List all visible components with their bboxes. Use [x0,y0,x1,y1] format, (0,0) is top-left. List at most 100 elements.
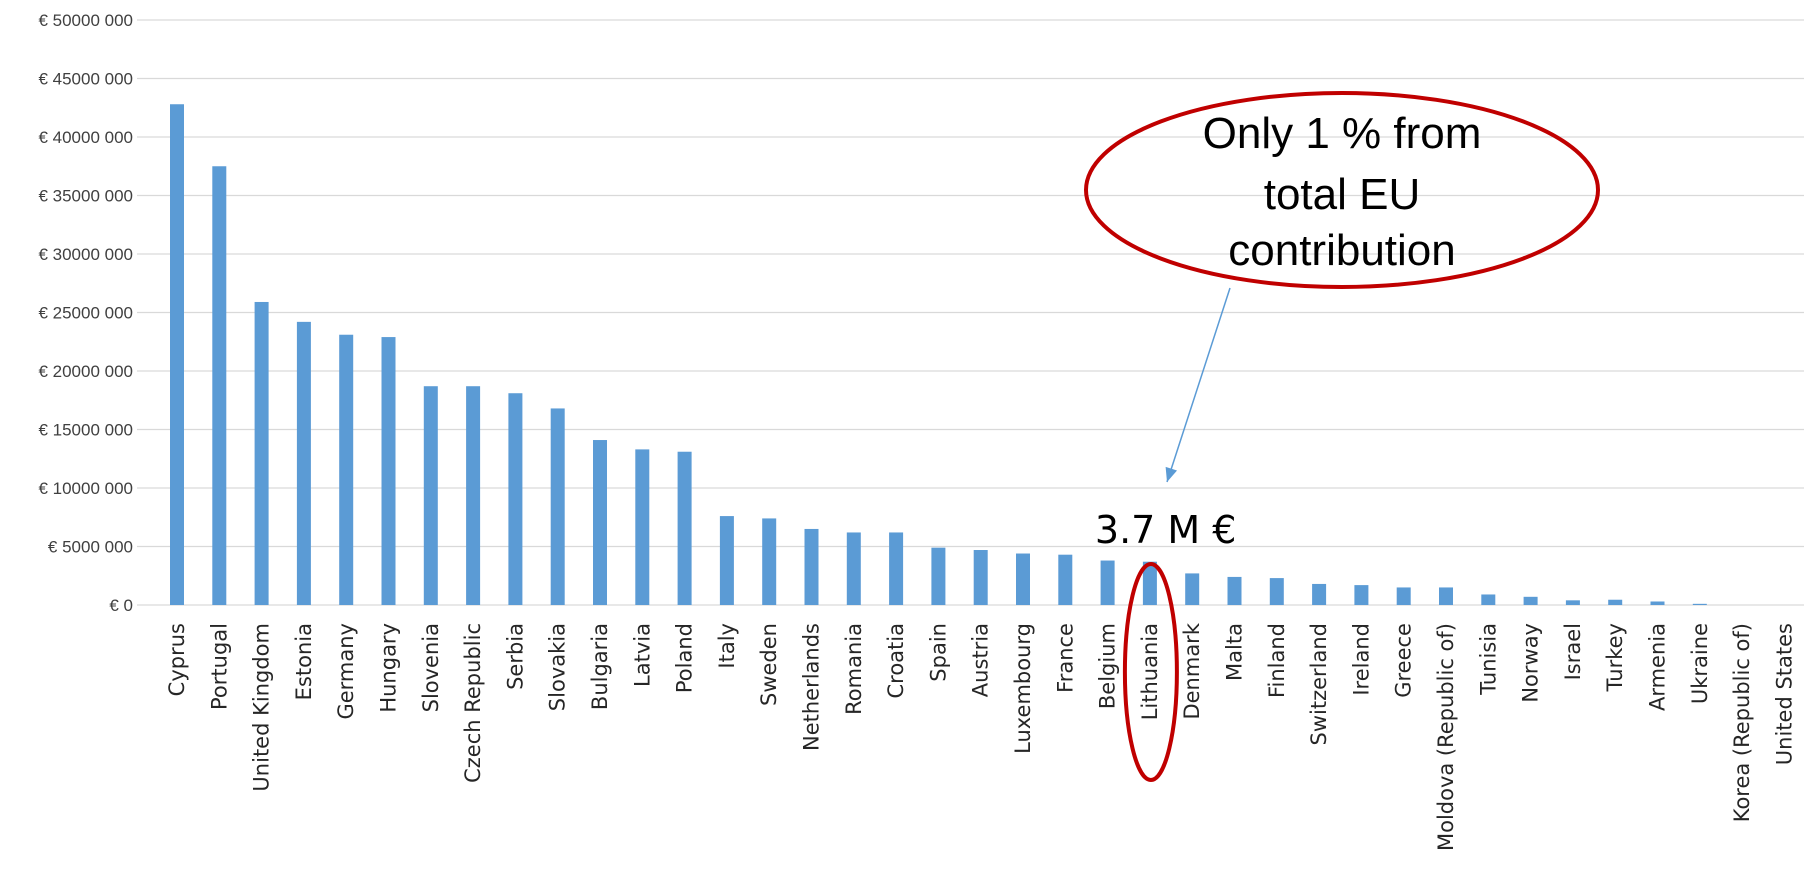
lithuania-highlight-ellipse [1122,562,1179,782]
bars [170,104,1707,606]
bar [296,321,311,605]
category-label: Netherlands [800,623,824,751]
bar [550,408,565,605]
y-tick-label: € 5000 000 [48,538,133,557]
bar [1142,561,1157,605]
category-label: Serbia [503,623,527,690]
y-tick-label: € 25000 000 [38,304,133,323]
y-tick-label: € 0 [109,596,133,615]
category-label: United Kingdom [250,623,274,792]
category-label: Luxembourg [1011,623,1035,754]
bar [973,550,988,605]
category-label: Portugal [207,623,231,710]
bar [719,516,734,605]
category-label: Hungary [377,623,401,713]
y-tick-label: € 50000 000 [38,11,133,30]
category-label: Slovakia [546,623,570,711]
bar [1481,594,1496,605]
bar [1354,585,1369,605]
category-label: Austria [969,623,993,697]
bar [1608,599,1623,605]
category-label: Switzerland [1307,623,1331,746]
bar [1439,587,1453,605]
category-label: Estonia [292,623,316,700]
category-label: Turkey [1603,623,1627,692]
category-label: Greece [1392,623,1416,698]
gridlines [137,19,1804,606]
bar [677,451,692,605]
bar [1565,600,1580,605]
bar [1396,587,1411,605]
category-label: Bulgaria [588,623,612,710]
bar [339,334,354,605]
bar [1185,573,1200,605]
category-labels: Cyprus Portugal United Kingdom Estonia Germa… [165,622,1796,851]
bar [1650,601,1665,605]
annotations: 3.7 M € Only 1 % from total EU contribut… [1084,91,1600,782]
callout-text-line-1: Only 1 % from [1203,109,1482,158]
bar [1058,554,1073,605]
bar [381,337,396,605]
category-label: Slovenia [419,623,443,712]
y-tick-label: € 15000 000 [38,421,133,440]
y-axis-tick-labels: € 0 € 5000 000 € 10000 000 € 15000 000 € 200… [38,11,133,615]
bar [508,393,523,605]
category-label: France [1053,623,1077,693]
bar [212,166,227,605]
category-label: Armenia [1646,623,1670,711]
bar [1312,583,1327,605]
callout-ellipse [1084,91,1600,289]
callout-text-line-3: contribution [1228,226,1455,275]
category-label: Denmark [1180,622,1204,719]
category-label: Sweden [757,623,781,706]
category-label: Finland [1265,623,1289,698]
bar [1016,553,1030,605]
lithuania-value-label: 3.7 M € [1095,508,1237,552]
category-label: Cyprus [165,623,189,696]
bar [466,386,481,605]
bar [1523,596,1538,605]
category-label: Romania [842,623,866,715]
y-tick-label: € 35000 000 [38,187,133,206]
bar [593,440,607,605]
bar [635,449,650,605]
category-label: Czech Republic [461,623,485,783]
bar [1100,560,1115,605]
bar [931,547,946,605]
bar [889,532,904,605]
bar [1269,578,1284,605]
callout-arrowhead [1165,466,1178,482]
bar [846,532,861,605]
category-label: Belgium [1096,623,1120,709]
callout-text-line-2: total EU [1264,170,1421,219]
category-label: Ireland [1349,623,1373,696]
category-label: Malta [1223,623,1247,681]
y-tick-label: € 20000 000 [38,362,133,381]
category-label: Israel [1561,623,1585,680]
bar [423,386,438,605]
y-tick-label: € 10000 000 [38,479,133,498]
category-label: Latvia [630,623,654,687]
y-tick-label: € 40000 000 [38,128,133,147]
category-label: Lithuania [1138,623,1162,720]
category-label: Germany [334,623,358,720]
category-label: Norway [1519,623,1543,703]
category-label: Spain [926,623,950,682]
category-label: Tunisia [1476,623,1500,696]
bar [762,518,777,605]
bar [254,301,269,605]
callout-arrow [1166,287,1231,483]
bar [1227,576,1242,605]
category-label: Ukraine [1688,623,1712,704]
category-label: Poland [673,623,697,693]
category-label: Croatia [884,623,908,699]
category-label: Italy [715,623,739,669]
bar [804,528,819,605]
category-label: Korea (Republic of) [1730,623,1754,822]
y-tick-label: € 45000 000 [38,70,133,89]
bar [1692,603,1707,605]
category-label: United States [1772,623,1796,765]
y-tick-label: € 30000 000 [38,245,133,264]
bar [170,104,184,606]
